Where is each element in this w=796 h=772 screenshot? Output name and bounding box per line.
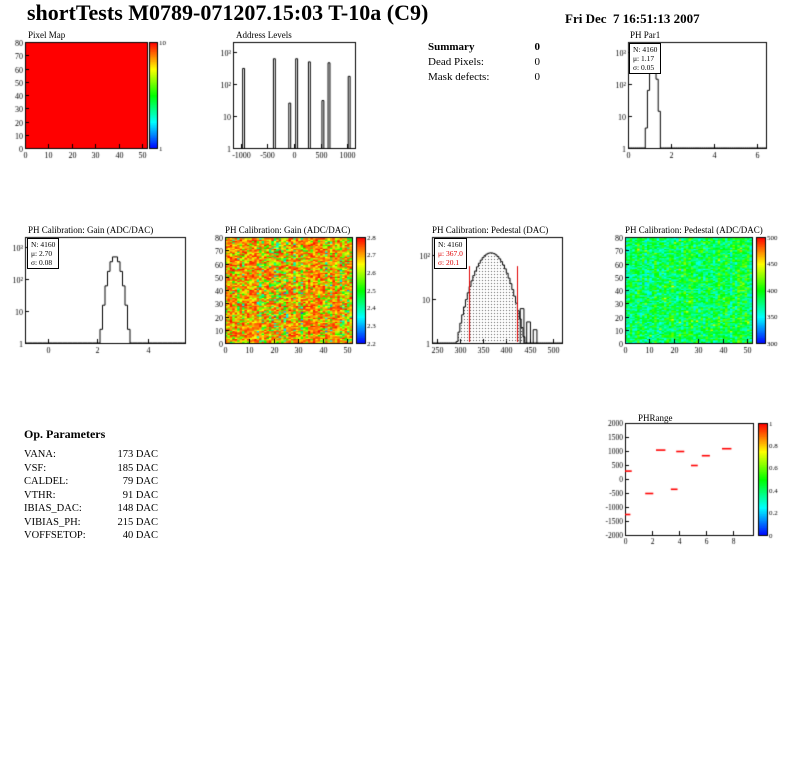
- op-param-row-ibias-dac: IBIAS_DAC: 148 DAC: [24, 503, 158, 517]
- op-param-row-vibias-ph: VIBIAS_PH: 215 DAC: [24, 517, 158, 531]
- op-param-value: 40 DAC: [122, 530, 158, 541]
- ph-par1-title: PH Par1: [630, 30, 661, 40]
- ph-par1-stats-box: N: 4160 μ: 1.17 σ: 0.05: [629, 43, 662, 74]
- stats-sigma: σ: 20.1: [438, 258, 460, 267]
- gain-2d-panel: PH Calibration: Gain (ADC/DAC): [210, 222, 380, 364]
- pedestal-2d-plot: [610, 222, 796, 364]
- op-param-value: 91 DAC: [122, 489, 158, 501]
- pixel-map-plot: [0, 27, 172, 169]
- op-param-row-voffsetop: VOFFSETOP: 40 DAC: [24, 530, 158, 544]
- summary-title: Summary: [428, 41, 475, 53]
- op-param-value: 215 DAC: [117, 516, 158, 528]
- summary-row-dead-pixels: Dead Pixels: 0: [428, 56, 540, 68]
- stats-entries: N: 4160: [31, 240, 56, 249]
- summary-row-mask-defects: Mask defects: 0: [428, 71, 540, 83]
- pixel-map-title: Pixel Map: [28, 30, 66, 40]
- op-param-label: VIBIAS_PH:: [24, 516, 81, 528]
- op-param-value: 185 DAC: [117, 462, 158, 474]
- gain-1d-panel: PH Calibration: Gain (ADC/DAC) N: 4160 μ…: [0, 222, 205, 364]
- ph-par1-panel: PH Par1 N: 4160 μ: 1.17 σ: 0.05: [603, 27, 783, 169]
- op-param-row-caldel: CALDEL: 79 DAC: [24, 476, 158, 490]
- op-param-label: VANA:: [24, 449, 56, 460]
- summary-row-label: Dead Pixels:: [428, 56, 484, 68]
- op-param-row-vsf: VSF: 185 DAC: [24, 463, 158, 477]
- op-parameters-block: Op. Parameters VANA: 173 DAC VSF: 185 DA…: [24, 427, 158, 544]
- pedestal-1d-title: PH Calibration: Pedestal (DAC): [432, 225, 549, 235]
- op-parameters-title: Op. Parameters: [24, 427, 106, 441]
- pixel-map-panel: Pixel Map: [0, 27, 172, 169]
- op-param-label: VSF:: [24, 462, 47, 474]
- pedestal-2d-panel: PH Calibration: Pedestal (ADC/DAC): [610, 222, 796, 364]
- gain-2d-title: PH Calibration: Gain (ADC/DAC): [225, 225, 351, 235]
- stats-sigma: σ: 0.08: [31, 258, 53, 267]
- op-param-row-vthr: VTHR: 91 DAC: [24, 490, 158, 504]
- timestamp: Fri Dec 7 16:51:13 2007: [565, 11, 700, 26]
- stats-mean: μ: 2.70: [31, 249, 53, 258]
- op-param-label: VTHR:: [24, 489, 56, 501]
- stats-sigma: σ: 0.05: [633, 63, 655, 72]
- ph-range-panel: PHRange: [598, 406, 796, 554]
- summary-row-value: 0: [534, 56, 541, 68]
- op-param-label: CALDEL:: [24, 476, 69, 487]
- pedestal-1d-panel: PH Calibration: Pedestal (DAC) N: 4160 μ…: [415, 222, 580, 364]
- ph-range-plot: [598, 406, 796, 554]
- op-param-row-vana: VANA: 173 DAC: [24, 449, 158, 463]
- gain-1d-title: PH Calibration: Gain (ADC/DAC): [28, 225, 154, 235]
- pedestal-1d-stats-box: N: 4160 μ: 367.0 σ: 20.1: [434, 238, 467, 269]
- summary-row-label: Mask defects:: [428, 71, 490, 83]
- gain-1d-stats-box: N: 4160 μ: 2.70 σ: 0.08: [27, 238, 60, 269]
- stats-entries: N: 4160: [438, 240, 463, 249]
- op-param-label: VOFFSETOP:: [24, 530, 86, 541]
- op-param-value: 148 DAC: [117, 503, 158, 514]
- pedestal-2d-title: PH Calibration: Pedestal (ADC/DAC): [625, 225, 763, 235]
- summary-row-value: 0: [534, 71, 541, 83]
- page-title: shortTests M0789-071207.15:03 T-10a (C9): [27, 0, 429, 25]
- summary-value: 0: [534, 41, 541, 53]
- stats-entries: N: 4160: [633, 45, 658, 54]
- ph-range-title: PHRange: [638, 413, 673, 423]
- summary-block: Summary 0 Dead Pixels: 0 Mask defects: 0: [428, 41, 540, 86]
- address-levels-panel: Address Levels: [210, 27, 375, 169]
- stats-mean: μ: 1.17: [633, 54, 655, 63]
- address-levels-title: Address Levels: [236, 30, 292, 40]
- op-param-value: 79 DAC: [122, 476, 158, 487]
- op-param-label: IBIAS_DAC:: [24, 503, 82, 514]
- stats-mean: μ: 367.0: [438, 249, 463, 258]
- gain-2d-plot: [210, 222, 380, 364]
- address-levels-plot: [210, 27, 375, 169]
- op-param-value: 173 DAC: [117, 449, 158, 460]
- summary-header-row: Summary 0: [428, 41, 540, 53]
